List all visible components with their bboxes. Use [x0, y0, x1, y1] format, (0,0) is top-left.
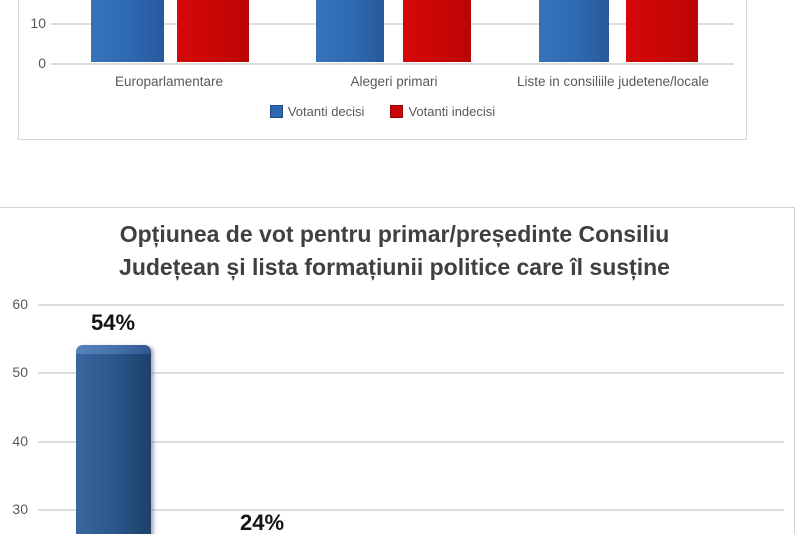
- vote-option-chart: Opțiunea de vot pentru primar/președinte…: [0, 207, 795, 534]
- voters-decided-undecided-chart: 10 0 Europarlamentare Alegeri primari Li…: [18, 0, 747, 140]
- y-tick-label: 0: [38, 55, 46, 71]
- category-label-europarlamentare: Europarlamentare: [114, 74, 224, 89]
- bar-option-1: [76, 345, 151, 534]
- legend: Votanti decisi Votanti indecisi: [19, 104, 746, 119]
- legend-swatch-red-icon: [390, 105, 404, 118]
- legend-item-votanti-decisi: Votanti decisi: [269, 104, 365, 119]
- chart-title-line2: Județean și lista formațiunii politice c…: [119, 254, 670, 280]
- category-label-liste: Liste in consiliile judetene/locale: [516, 74, 710, 89]
- y-tick-label: 40: [12, 433, 28, 449]
- data-label-54: 54%: [90, 310, 136, 335]
- gridline: [38, 509, 784, 511]
- legend-item-votanti-indecisi: Votanti indecisi: [390, 104, 495, 119]
- gridline: [51, 23, 734, 25]
- category-label-alegeri-primari: Alegeri primari: [350, 74, 438, 89]
- bar-votanti-indecisi-liste: [626, 0, 698, 62]
- legend-label: Votanti indecisi: [408, 104, 496, 119]
- bar-votanti-decisi-alegeri-primari: [316, 0, 384, 62]
- chart-title-line1: Opțiunea de vot pentru primar/președinte…: [119, 221, 670, 247]
- bar-votanti-decisi-europarlamentare: [91, 0, 164, 62]
- gridline: [38, 441, 784, 443]
- bar-votanti-decisi-liste: [539, 0, 609, 62]
- legend-swatch-blue-icon: [269, 105, 283, 118]
- bar-bevel: [76, 345, 151, 354]
- y-tick-label: 60: [12, 296, 28, 312]
- gridline: [38, 304, 784, 306]
- legend-label: Votanti decisi: [287, 104, 365, 119]
- data-label-24: 24%: [239, 510, 285, 534]
- y-tick-label: 30: [12, 501, 28, 517]
- gridline-baseline: [51, 63, 734, 65]
- bar-votanti-indecisi-europarlamentare: [177, 0, 249, 62]
- chart-title: Opțiunea de vot pentru primar/președinte…: [0, 218, 794, 284]
- y-tick-label: 50: [12, 364, 28, 380]
- y-tick-label: 10: [30, 15, 46, 31]
- bar-votanti-indecisi-alegeri-primari: [403, 0, 471, 62]
- gridline: [38, 372, 784, 374]
